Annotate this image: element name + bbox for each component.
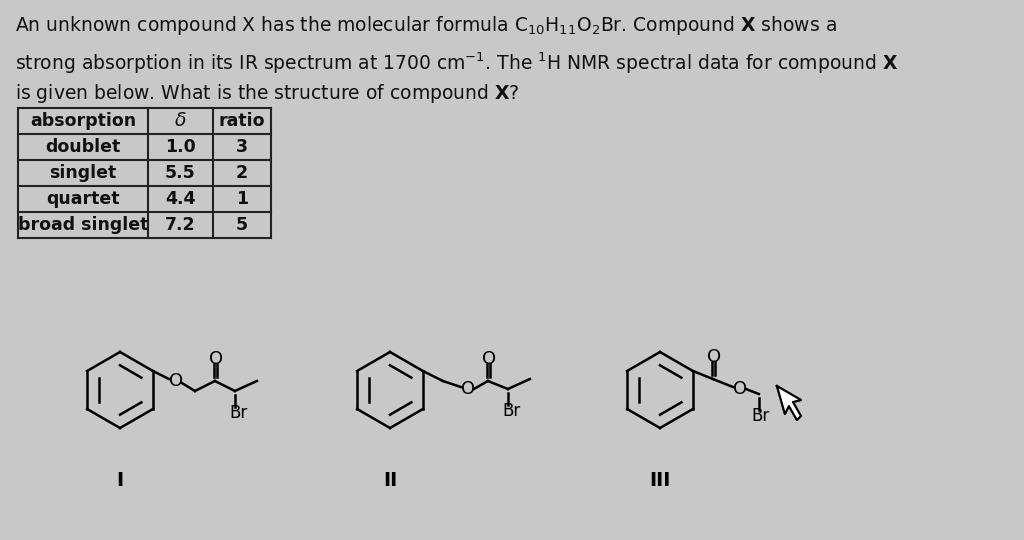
Text: III: III — [649, 470, 671, 489]
Text: 3: 3 — [236, 138, 248, 156]
Text: Br: Br — [752, 407, 770, 425]
Text: singlet: singlet — [49, 164, 117, 182]
Text: O: O — [482, 350, 496, 368]
Text: doublet: doublet — [45, 138, 121, 156]
Text: $\delta$: $\delta$ — [174, 111, 186, 131]
Text: O: O — [209, 350, 223, 368]
Text: 7.2: 7.2 — [165, 216, 196, 234]
Text: 5.5: 5.5 — [165, 164, 196, 182]
Text: is given below. What is the structure of compound $\bf{X}$?: is given below. What is the structure of… — [15, 82, 519, 105]
Text: 1.0: 1.0 — [165, 138, 196, 156]
Text: O: O — [169, 372, 183, 390]
Text: Br: Br — [503, 402, 521, 420]
Text: O: O — [461, 380, 475, 398]
Text: 5: 5 — [236, 216, 248, 234]
Text: I: I — [117, 470, 124, 489]
Text: absorption: absorption — [30, 112, 136, 130]
Text: 2: 2 — [236, 164, 248, 182]
Text: strong absorption in its IR spectrum at 1700 cm$^{-1}$. The $^{1}$H NMR spectral: strong absorption in its IR spectrum at … — [15, 50, 898, 76]
Text: 1: 1 — [236, 190, 248, 208]
Polygon shape — [777, 386, 801, 420]
Text: An unknown compound X has the molecular formula $\mathregular{C_{10}H_{11}O_2}$B: An unknown compound X has the molecular … — [15, 14, 837, 37]
Text: quartet: quartet — [46, 190, 120, 208]
Text: O: O — [707, 348, 721, 366]
Text: II: II — [383, 470, 397, 489]
Text: broad singlet: broad singlet — [17, 216, 148, 234]
Text: ratio: ratio — [219, 112, 265, 130]
Text: Br: Br — [229, 404, 248, 422]
Text: O: O — [733, 380, 746, 398]
Text: 4.4: 4.4 — [165, 190, 196, 208]
